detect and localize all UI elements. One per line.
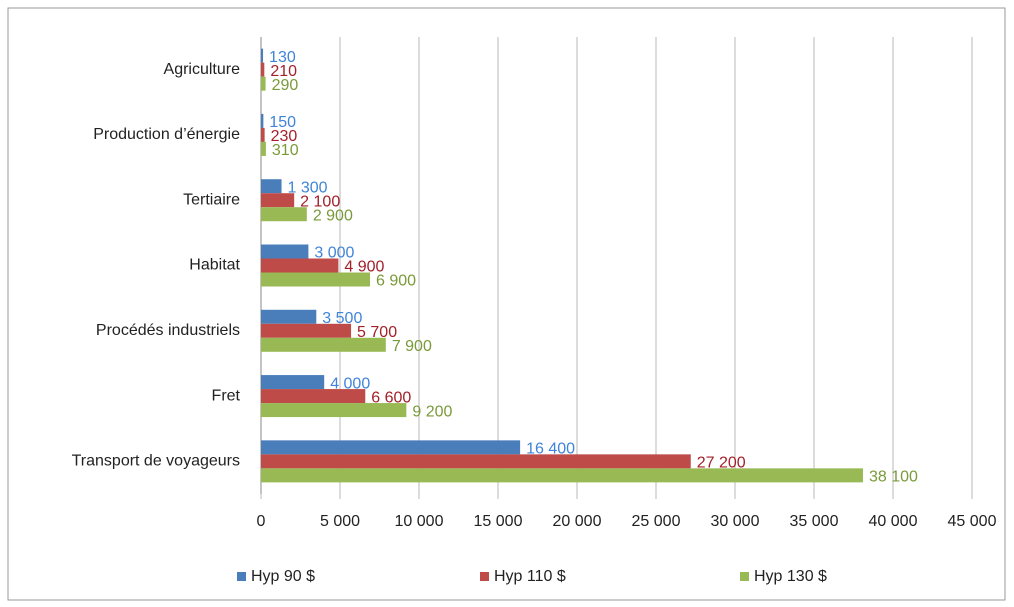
bar [261,454,691,469]
y-tick-label: Habitat [189,257,240,274]
value-label: 210 [270,63,297,80]
bar [261,258,339,273]
bar [261,389,366,404]
bar [261,76,266,91]
y-tick-label: Production d’énergie [93,126,240,143]
legend-swatch [740,572,749,581]
value-label: 230 [271,128,298,145]
legend-swatch [237,572,246,581]
legend-label: Hyp 110 $ [494,568,566,585]
value-label: 2 900 [313,207,353,224]
legend-label: Hyp 90 $ [251,568,315,585]
value-label: 130 [269,49,296,66]
value-label: 6 900 [376,273,416,290]
bar [261,193,295,208]
value-label: 5 700 [357,324,397,341]
bar [261,440,521,455]
x-tick-label: 0 [257,513,266,530]
bar [261,272,371,287]
value-label: 38 100 [869,469,918,486]
x-tick-label: 20 000 [553,513,602,530]
x-tick-label: 25 000 [632,513,681,530]
y-tick-label: Tertiaire [183,191,240,208]
value-label: 7 900 [392,338,432,355]
x-tick-label: 15 000 [474,513,523,530]
value-label: 6 600 [371,389,411,406]
x-tick-label: 10 000 [395,513,444,530]
y-tick-label: Procédés industriels [96,322,240,339]
value-label: 16 400 [526,441,575,458]
value-label: 2 100 [300,193,340,210]
value-label: 9 200 [412,403,452,420]
bar [261,323,352,338]
value-label: 150 [269,114,296,131]
bar [261,127,265,142]
bar [261,375,325,390]
value-label: 4 900 [344,259,384,276]
x-tick-label: 30 000 [711,513,760,530]
bar [261,244,309,259]
legend-swatch [480,572,489,581]
bar [261,62,265,77]
x-tick-label: 45 000 [948,513,997,530]
value-label: 290 [272,77,299,94]
bar [261,309,317,324]
bar [261,337,386,352]
legend-label: Hyp 130 $ [754,568,827,585]
value-label: 27 200 [697,455,746,472]
x-tick-label: 35 000 [790,513,839,530]
value-label: 310 [272,142,299,159]
y-tick-label: Agriculture [164,61,241,78]
value-label: 3 000 [314,245,354,262]
bar [261,141,266,156]
bar [261,179,282,194]
chart-frame [7,7,1006,601]
bar [261,403,407,418]
bar [261,48,264,63]
y-tick-label: Transport de voyageurs [72,453,240,470]
bar [261,468,863,483]
value-label: 3 500 [322,310,362,327]
value-label: 1 300 [288,179,328,196]
bar [261,113,264,128]
x-tick-label: 5 000 [320,513,360,530]
value-label: 4 000 [330,375,370,392]
y-tick-label: Fret [212,387,241,404]
bar [261,207,307,222]
x-tick-label: 40 000 [869,513,918,530]
